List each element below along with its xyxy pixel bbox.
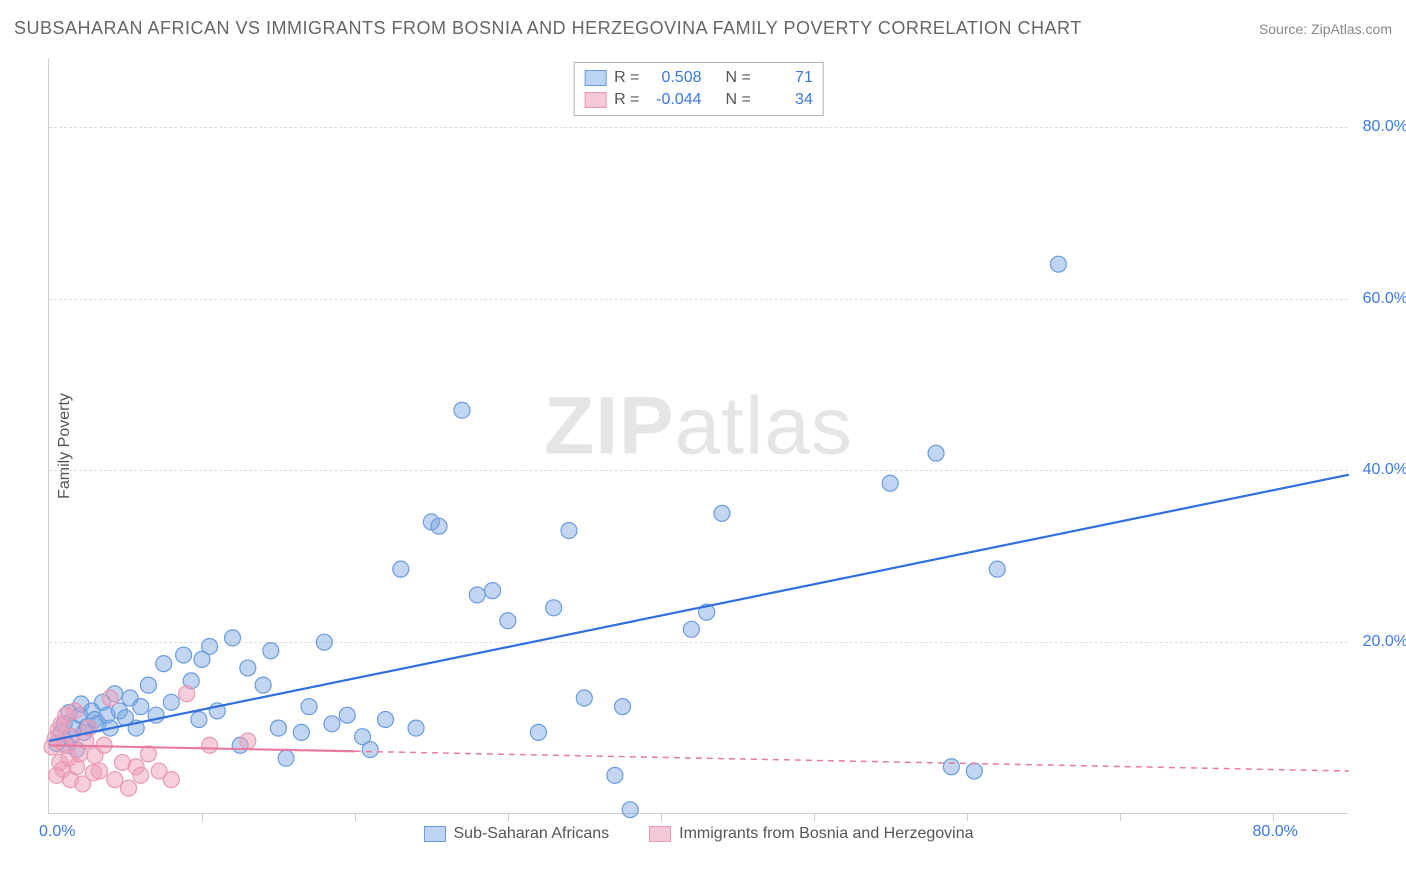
data-point [339, 707, 355, 723]
data-point [67, 703, 83, 719]
data-point [191, 712, 207, 728]
data-point [576, 690, 592, 706]
x-tick [661, 813, 662, 821]
data-point [107, 772, 123, 788]
data-point [140, 677, 156, 693]
n-value-0: 71 [759, 67, 813, 89]
n-label-1: N = [726, 89, 751, 111]
y-tick-label: 20.0% [1363, 633, 1406, 651]
data-point [133, 767, 149, 783]
data-point [561, 523, 577, 539]
data-point [431, 518, 447, 534]
data-point [179, 686, 195, 702]
data-point [102, 690, 118, 706]
data-point [615, 699, 631, 715]
n-label-0: N = [726, 67, 751, 89]
data-point [91, 763, 107, 779]
data-point [469, 587, 485, 603]
x-axis-min-label: 0.0% [39, 823, 75, 841]
x-tick [814, 813, 815, 821]
scatter-svg [49, 58, 1348, 813]
data-point [240, 733, 256, 749]
n-value-1: 34 [759, 89, 813, 111]
bottom-swatch-1 [649, 826, 671, 842]
stats-row-1: R = -0.044 N = 34 [584, 89, 813, 111]
x-tick [1120, 813, 1121, 821]
r-value-0: 0.508 [648, 67, 702, 89]
legend-swatch-1 [584, 92, 606, 108]
bottom-legend-item-0: Sub-Saharan Africans [423, 825, 609, 843]
data-point [882, 475, 898, 491]
data-point [270, 720, 286, 736]
x-tick [508, 813, 509, 821]
legend-swatch-0 [584, 70, 606, 86]
y-tick-label: 80.0% [1363, 118, 1406, 136]
data-point [202, 737, 218, 753]
x-tick [355, 813, 356, 821]
data-point [500, 613, 516, 629]
data-point [293, 724, 309, 740]
data-point [377, 712, 393, 728]
data-point [278, 750, 294, 766]
source-label: Source: ZipAtlas.com [1259, 21, 1392, 37]
data-point [943, 759, 959, 775]
data-point [393, 561, 409, 577]
stats-legend: R = 0.508 N = 71 R = -0.044 N = 34 [573, 62, 824, 116]
data-point [989, 561, 1005, 577]
data-point [714, 505, 730, 521]
data-point [316, 634, 332, 650]
title-bar: SUBSAHARAN AFRICAN VS IMMIGRANTS FROM BO… [14, 18, 1392, 39]
y-tick-label: 40.0% [1363, 461, 1406, 479]
data-point [546, 600, 562, 616]
data-point [607, 767, 623, 783]
r-label-1: R = [614, 89, 639, 111]
chart-title: SUBSAHARAN AFRICAN VS IMMIGRANTS FROM BO… [14, 18, 1082, 39]
data-point [530, 724, 546, 740]
plot-area: ZIPatlas 20.0%40.0%60.0%80.0% R = 0.508 … [48, 58, 1348, 814]
data-point [485, 583, 501, 599]
bottom-swatch-0 [423, 826, 445, 842]
data-point [133, 699, 149, 715]
data-point [202, 638, 218, 654]
trend-line [49, 475, 1349, 741]
stats-row-0: R = 0.508 N = 71 [584, 67, 813, 89]
data-point [301, 699, 317, 715]
data-point [683, 621, 699, 637]
data-point [225, 630, 241, 646]
bottom-legend-label-1: Immigrants from Bosnia and Herzegovina [679, 825, 973, 843]
r-value-1: -0.044 [648, 89, 702, 111]
data-point [156, 656, 172, 672]
x-axis-max-label: 80.0% [1253, 823, 1298, 841]
data-point [1050, 256, 1066, 272]
data-point [622, 802, 638, 818]
data-point [454, 402, 470, 418]
data-point [928, 445, 944, 461]
data-point [324, 716, 340, 732]
data-point [240, 660, 256, 676]
data-point [263, 643, 279, 659]
data-point [163, 772, 179, 788]
data-point [121, 780, 137, 796]
data-point [408, 720, 424, 736]
data-point [966, 763, 982, 779]
trend-line-extrapolated [355, 751, 1349, 771]
bottom-legend: Sub-Saharan Africans Immigrants from Bos… [423, 825, 973, 843]
bottom-legend-item-1: Immigrants from Bosnia and Herzegovina [649, 825, 973, 843]
r-label-0: R = [614, 67, 639, 89]
data-point [176, 647, 192, 663]
x-tick [967, 813, 968, 821]
data-point [255, 677, 271, 693]
data-point [163, 694, 179, 710]
x-tick [202, 813, 203, 821]
y-tick-label: 60.0% [1363, 290, 1406, 308]
bottom-legend-label-0: Sub-Saharan Africans [453, 825, 609, 843]
data-point [362, 742, 378, 758]
x-tick [1273, 813, 1274, 821]
